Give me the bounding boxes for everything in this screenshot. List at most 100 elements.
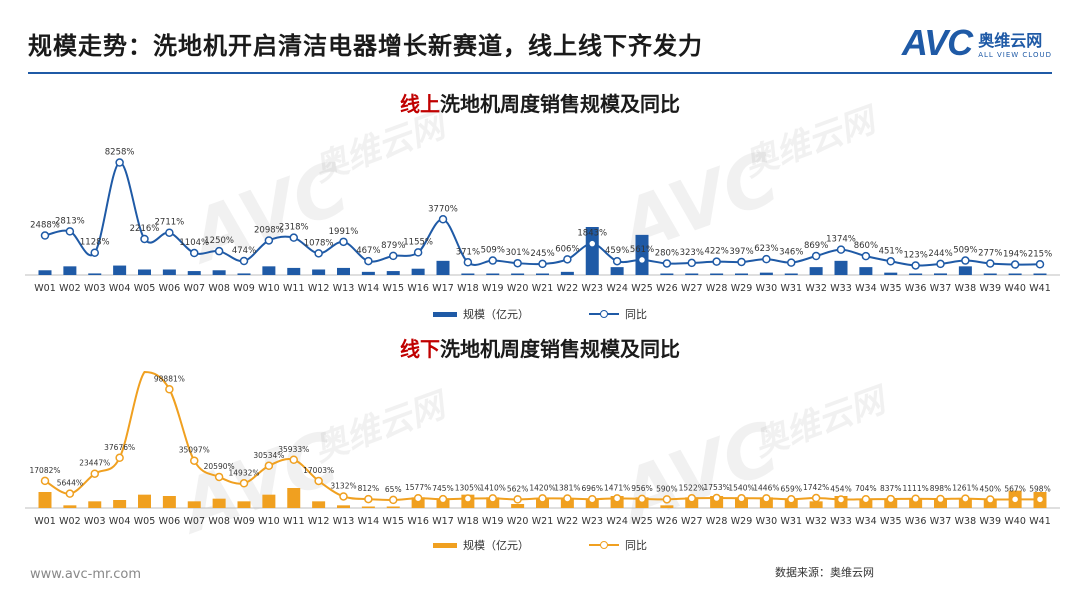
yoy-data-label: 1078% [304, 238, 334, 248]
yoy-point [413, 248, 423, 257]
bar-mark [660, 505, 674, 508]
legend-bar-swatch [433, 311, 457, 317]
yoy-point [787, 495, 796, 504]
yoy-point [712, 493, 721, 503]
yoy-data-label: 1753% [704, 483, 730, 492]
yoy-point [836, 495, 846, 504]
yoy-point [165, 228, 174, 237]
bar-mark [1033, 273, 1047, 275]
yoy-data-label: 1155% [403, 237, 433, 247]
yoy-point [214, 472, 224, 482]
yoy-data-label: 2711% [155, 218, 185, 228]
yoy-data-label: 35097% [179, 446, 210, 455]
x-tick-label: W27 [681, 516, 702, 527]
yoy-data-label: 869% [804, 241, 828, 251]
x-tick-label: W26 [656, 516, 677, 527]
online-legend: 规模（亿元） 同比 [0, 306, 1080, 322]
yoy-data-label: 598% [1029, 484, 1050, 493]
bar-mark [560, 498, 574, 508]
bar-mark [909, 273, 923, 275]
yoy-data-label: 704% [855, 484, 876, 493]
yoy-data-label: 5644% [57, 479, 83, 488]
yoy-data-label: 590% [656, 484, 677, 493]
yoy-point [886, 257, 895, 266]
legend-item-online-yoy: 同比 [589, 306, 647, 322]
yoy-point [239, 479, 249, 488]
bar-mark [386, 506, 400, 508]
yoy-data-label: 422% [704, 247, 728, 257]
bar-mark [361, 271, 375, 275]
x-tick-label: W36 [905, 516, 926, 527]
yoy-data-label: 17003% [303, 466, 334, 475]
x-tick-label: W11 [283, 283, 304, 294]
x-tick-label: W04 [109, 516, 130, 527]
offline-chart-title: 线下洗地机周度销售规模及同比 [0, 333, 1080, 362]
yoy-data-label: 14932% [229, 468, 260, 477]
yoy-point [737, 494, 746, 503]
online-title-rest: 洗地机周度销售规模及同比 [440, 92, 680, 116]
yoy-point [140, 234, 149, 244]
x-tick-label: W37 [930, 283, 951, 294]
yoy-data-label: 20590% [204, 462, 235, 471]
bar-mark [162, 496, 176, 508]
yoy-data-label: 194% [1003, 250, 1027, 260]
x-tick-label: W25 [631, 516, 652, 527]
x-tick-label: W19 [482, 516, 503, 527]
x-tick-label: W25 [631, 283, 652, 294]
legend-bar-swatch [433, 542, 457, 548]
bar-mark [337, 505, 350, 508]
bar-mark [511, 504, 525, 508]
yoy-point [861, 251, 871, 261]
bar-mark [63, 505, 77, 508]
yoy-data-label: 2488% [30, 221, 60, 231]
x-tick-label: W33 [830, 516, 851, 527]
x-tick-label: W22 [557, 516, 578, 527]
yoy-point [1010, 495, 1020, 504]
legend-item-offline-yoy: 同比 [589, 537, 647, 553]
yoy-data-label: 123% [903, 250, 927, 260]
yoy-data-label: 30534% [253, 451, 284, 460]
yoy-point [40, 476, 50, 486]
bar-mark [337, 267, 350, 275]
yoy-point [861, 494, 871, 504]
x-tick-label: W10 [258, 283, 279, 294]
bar-mark [187, 271, 201, 275]
offline-title-rest: 洗地机周度销售规模及同比 [440, 337, 680, 361]
yoy-data-label: 1104% [179, 238, 209, 248]
yoy-point [190, 456, 199, 465]
yoy-data-label: 2098% [254, 225, 284, 235]
yoy-data-label: 1446% [753, 483, 779, 492]
bar-mark [511, 273, 525, 275]
bar-mark [685, 273, 699, 275]
yoy-point [165, 385, 174, 394]
x-tick-label: W17 [432, 516, 453, 527]
bar-mark [212, 270, 226, 275]
brand-name-en: ALL VIEW CLOUD [978, 51, 1052, 59]
x-tick-label: W20 [507, 516, 528, 527]
yoy-data-label: 1305% [455, 484, 481, 493]
yoy-data-label: 346% [779, 248, 803, 258]
header-divider [28, 72, 1052, 74]
yoy-point [389, 495, 398, 505]
legend-label: 同比 [625, 308, 647, 321]
yoy-data-label: 467% [356, 246, 380, 256]
bar-mark [909, 498, 923, 508]
bar-mark [38, 492, 52, 508]
brand-logo: AVC 奥维云网 ALL VIEW CLOUD [902, 22, 1052, 64]
yoy-point [936, 259, 945, 269]
yoy-data-label: 245% [530, 249, 554, 259]
yoy-point [339, 492, 348, 501]
yoy-point [65, 489, 75, 498]
yoy-data-label: 17082% [30, 466, 61, 475]
x-tick-label: W40 [1004, 283, 1025, 294]
bar-mark [88, 501, 102, 508]
yoy-point [787, 258, 796, 267]
bar-mark [809, 501, 823, 508]
x-tick-label: W08 [208, 283, 229, 294]
bar-mark [859, 267, 873, 275]
yoy-point [911, 494, 920, 504]
yoy-point [115, 158, 124, 167]
x-tick-label: W36 [905, 283, 926, 294]
x-tick-label: W13 [333, 283, 354, 294]
yoy-data-label: 397% [729, 247, 753, 257]
